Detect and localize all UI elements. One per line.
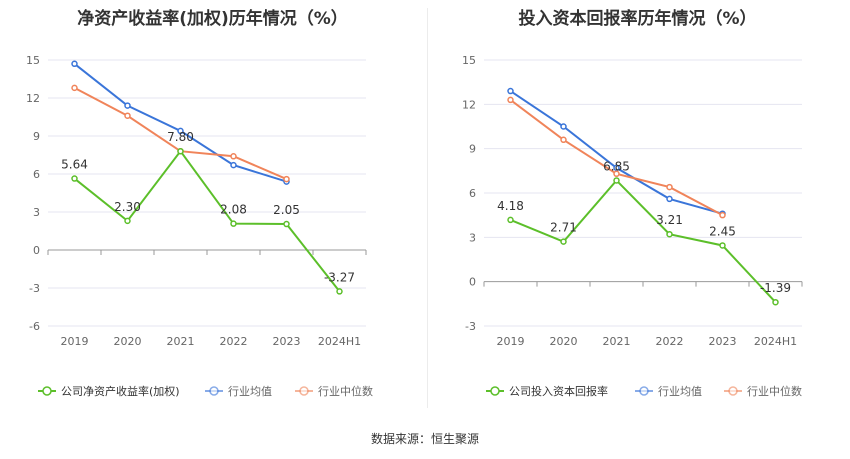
- legend-marker-median: [728, 386, 738, 396]
- y-tick-label: 3: [469, 231, 476, 244]
- y-tick-label: 6: [469, 187, 476, 200]
- data-point-avg: [666, 195, 673, 203]
- series-line-company: [73, 149, 341, 293]
- data-source-note: 数据来源：恒生聚源: [370, 432, 479, 446]
- data-point-median: [283, 175, 290, 183]
- data-point-company: [719, 242, 726, 249]
- x-tick-label: 2020: [550, 335, 578, 348]
- data-label: 2.05: [273, 203, 300, 217]
- data-label: -3.27: [324, 270, 355, 284]
- y-tick-label: 3: [33, 206, 40, 219]
- legend-marker-median: [299, 386, 309, 396]
- panel-divider: [427, 8, 428, 408]
- data-point-median: [560, 136, 567, 144]
- legend-label: 公司净资产收益率(加权): [61, 384, 180, 398]
- legend-label: 行业均值: [658, 385, 702, 398]
- data-point-median: [613, 170, 620, 178]
- data-point-company: [666, 230, 673, 238]
- y-tick-label: -6: [29, 320, 40, 333]
- data-label: 2.45: [709, 224, 736, 238]
- x-tick-label: 2019: [61, 335, 89, 348]
- x-tick-label: 2021: [603, 335, 631, 348]
- roe-chart-panel: 净资产收益率(加权)历年情况（%） 15 12 9 6 3 0 -3 -6 2019 2020 20…: [0, 0, 425, 420]
- data-point-avg: [507, 87, 514, 95]
- data-point-company: [613, 177, 620, 184]
- data-point-avg: [71, 60, 78, 68]
- data-label: 4.18: [497, 199, 524, 213]
- data-point-avg: [177, 127, 184, 135]
- legend-marker-company: [490, 386, 500, 396]
- data-label: 5.64: [61, 158, 88, 172]
- y-tick-label: -3: [465, 320, 476, 333]
- x-tick-label: 2023: [273, 335, 301, 348]
- roic-chart-svg: 15 12 9 6 3 0 -3 2019 2020 2021 2022 2023 2024H1 4.18…: [462, 54, 803, 398]
- data-label: 2.30: [114, 200, 141, 214]
- x-tick-label: 2023: [709, 335, 737, 348]
- chart-title: 投入资本回报率历年情况（%）: [518, 9, 757, 29]
- x-tick-label: 2021: [167, 335, 195, 348]
- y-tick-label: 9: [469, 143, 476, 156]
- data-point-median: [719, 211, 726, 219]
- data-point-company: [177, 147, 184, 155]
- x-tick-label: 2022: [656, 335, 684, 348]
- data-label: -1.39: [760, 281, 791, 295]
- legend-label: 行业均值: [228, 385, 272, 398]
- x-tick-label: 2020: [114, 335, 142, 348]
- y-tick-label: 15: [26, 54, 40, 67]
- data-label: 2.08: [220, 203, 247, 217]
- data-point-company: [71, 175, 78, 182]
- data-point-avg: [124, 102, 131, 109]
- series-line-avg: [509, 90, 723, 215]
- legend-marker-company: [42, 386, 52, 396]
- y-tick-label: 12: [462, 98, 476, 111]
- data-point-avg: [560, 123, 567, 130]
- data-point-avg: [613, 164, 620, 172]
- legend-marker-avg: [209, 386, 219, 396]
- y-tick-label: 6: [33, 168, 40, 181]
- data-point-company: [560, 238, 567, 245]
- y-tick-label: 9: [33, 130, 40, 143]
- data-point-company: [507, 216, 514, 224]
- data-point-company: [230, 220, 237, 227]
- data-label: 6.85: [603, 159, 630, 173]
- y-tick-label: 0: [469, 276, 476, 289]
- roe-chart-svg: 15 12 9 6 3 0 -3 -6 2019 2020 2021 2022 2023 2024H1 5.…: [26, 54, 373, 398]
- data-point-median: [666, 183, 673, 191]
- legend-label: 行业中位数: [747, 384, 802, 398]
- data-point-avg: [230, 161, 237, 169]
- y-tick-label: -3: [29, 282, 40, 295]
- x-tick-label: 2022: [220, 335, 248, 348]
- series-line-avg: [73, 63, 287, 183]
- data-point-company: [124, 217, 131, 225]
- y-tick-label: 0: [33, 244, 40, 257]
- data-label: 3.21: [656, 213, 683, 227]
- x-tick-label: 2024H1: [318, 335, 361, 348]
- y-tick-label: 15: [462, 54, 476, 67]
- chart-title: 净资产收益率(加权)历年情况（%）: [77, 9, 348, 29]
- legend-label: 公司投入资本回报率: [509, 384, 608, 398]
- x-tick-label: 2019: [497, 335, 525, 348]
- series-line-company: [510, 178, 777, 303]
- data-point-company: [283, 220, 290, 228]
- data-point-company: [772, 298, 779, 306]
- data-point-median: [507, 96, 514, 104]
- data-label: 7.80: [167, 130, 194, 144]
- data-point-median: [124, 112, 131, 119]
- x-tick-label: 2024H1: [754, 335, 797, 348]
- data-point-company: [336, 288, 343, 295]
- roic-chart-panel: 投入资本回报率历年情况（%） 15 12 9 6 3 0 -3 2019 2020 2021 202…: [425, 0, 850, 420]
- legend-label: 行业中位数: [318, 384, 373, 398]
- data-point-median: [230, 153, 237, 160]
- y-tick-label: 12: [26, 92, 40, 105]
- data-label: 2.71: [550, 221, 577, 235]
- legend-marker-avg: [639, 386, 649, 396]
- series-line-median: [509, 99, 723, 217]
- data-point-median: [71, 84, 78, 92]
